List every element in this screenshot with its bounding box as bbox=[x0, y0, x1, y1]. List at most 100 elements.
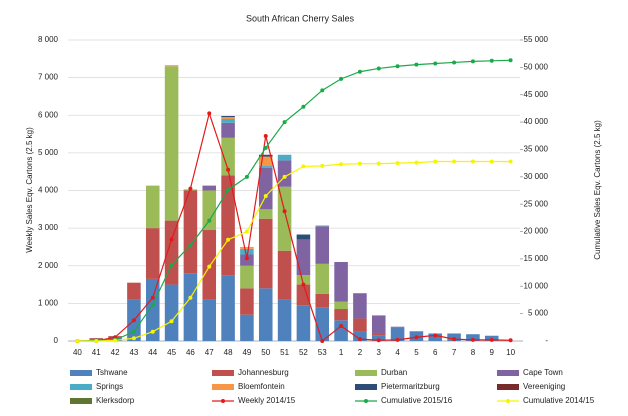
bar-segment bbox=[202, 191, 216, 231]
line-point bbox=[94, 339, 98, 343]
bar-segment bbox=[315, 294, 329, 307]
line-point bbox=[132, 336, 136, 340]
bar-segment bbox=[240, 315, 254, 341]
bar-segment bbox=[165, 285, 179, 341]
legend-label: Bloemfontein bbox=[238, 382, 285, 391]
bar-segment bbox=[240, 266, 254, 289]
line-point bbox=[245, 230, 249, 234]
y2-axis-title: Cumulative Sales Eqv. Cartons (2.5 kg) bbox=[593, 120, 602, 260]
line-point bbox=[283, 175, 287, 179]
bar-segment bbox=[372, 315, 386, 333]
bar-segment bbox=[165, 65, 179, 66]
line-point bbox=[301, 105, 305, 109]
bar-segment bbox=[315, 225, 329, 226]
legend-swatch bbox=[70, 384, 92, 390]
bar-segment bbox=[315, 264, 329, 294]
line-point bbox=[283, 120, 287, 124]
line-point bbox=[358, 70, 362, 74]
bar-segment bbox=[221, 116, 235, 117]
line-point bbox=[471, 59, 475, 63]
bar-segment bbox=[353, 318, 367, 331]
line-point bbox=[188, 243, 192, 247]
bar-segment bbox=[297, 305, 311, 341]
line-point bbox=[452, 159, 456, 163]
bar-segment bbox=[240, 247, 254, 249]
y-tick-label: 5 000 bbox=[38, 148, 59, 157]
line-point bbox=[207, 111, 211, 115]
bar-segment bbox=[259, 168, 273, 209]
x-tick-label: 44 bbox=[148, 348, 157, 357]
y-tick-label: 2 000 bbox=[38, 261, 59, 270]
y2-tick-label: 50 000 bbox=[524, 62, 549, 71]
legend-swatch bbox=[355, 384, 377, 390]
line-point bbox=[396, 161, 400, 165]
line-point bbox=[490, 159, 494, 163]
bar-segment bbox=[278, 155, 292, 161]
chart-title: South African Cherry Sales bbox=[246, 13, 355, 23]
bar-segment bbox=[221, 275, 235, 341]
bar-segment bbox=[334, 320, 348, 341]
line-point bbox=[433, 62, 437, 66]
y2-tick-label: 5 000 bbox=[528, 309, 549, 318]
bar-segment bbox=[259, 288, 273, 341]
y-tick-label: 7 000 bbox=[38, 73, 59, 82]
legend-swatch bbox=[212, 370, 234, 376]
x-tick-label: 52 bbox=[299, 348, 308, 357]
bar-segment bbox=[146, 186, 160, 229]
line-point bbox=[490, 338, 494, 342]
line-point bbox=[320, 339, 324, 343]
x-tick-label: 43 bbox=[129, 348, 138, 357]
x-tick-label: 4 bbox=[395, 348, 400, 357]
line-point bbox=[188, 296, 192, 300]
y-tick-label: 1 000 bbox=[38, 298, 59, 307]
bar-segment bbox=[278, 251, 292, 300]
y2-tick-label: 55 000 bbox=[524, 35, 549, 44]
y-tick-label: 4 000 bbox=[38, 186, 59, 195]
legend-swatch bbox=[355, 370, 377, 376]
x-tick-label: 7 bbox=[452, 348, 457, 357]
x-tick-label: 1 bbox=[339, 348, 344, 357]
bar-segment bbox=[297, 235, 311, 240]
y2-tick-label: 45 000 bbox=[524, 90, 549, 99]
y2-tick-label: - bbox=[545, 336, 548, 345]
line-point bbox=[188, 187, 192, 191]
legend-swatch bbox=[70, 398, 92, 404]
line-point bbox=[452, 337, 456, 341]
bar-segment bbox=[334, 301, 348, 309]
x-tick-label: 6 bbox=[433, 348, 438, 357]
bar-segment bbox=[146, 228, 160, 279]
line-point bbox=[396, 338, 400, 342]
x-tick-label: 46 bbox=[186, 348, 195, 357]
bar-segment bbox=[334, 262, 348, 302]
y-tick-label: 0 bbox=[54, 336, 59, 345]
line-point bbox=[377, 162, 381, 166]
legend-label: Tshwane bbox=[96, 368, 128, 377]
x-tick-label: 9 bbox=[490, 348, 495, 357]
y-tick-label: 3 000 bbox=[38, 223, 59, 232]
bar-segment bbox=[165, 66, 179, 220]
bar-segment bbox=[259, 219, 273, 289]
x-tick-label: 5 bbox=[414, 348, 419, 357]
legend-label: Cumulative 2014/15 bbox=[523, 396, 595, 405]
line-point bbox=[396, 64, 400, 68]
x-tick-label: 53 bbox=[318, 348, 327, 357]
y-axis-title: Weekly Sales Eqv. Cartons (2.5 kg) bbox=[25, 127, 34, 253]
line-point bbox=[377, 66, 381, 70]
legend-label: Pietermaritzburg bbox=[381, 382, 440, 391]
line-point bbox=[301, 283, 305, 287]
line-point bbox=[207, 219, 211, 223]
line-point bbox=[377, 338, 381, 342]
line-point bbox=[339, 162, 343, 166]
bar-segment bbox=[334, 309, 348, 320]
line-point bbox=[245, 256, 249, 260]
line-point bbox=[170, 319, 174, 323]
bar-segment bbox=[278, 300, 292, 341]
line-point bbox=[151, 303, 155, 307]
line-point bbox=[358, 162, 362, 166]
y2-tick-label: 30 000 bbox=[524, 172, 549, 181]
y2-tick-label: 10 000 bbox=[524, 281, 549, 290]
y2-tick-label: 35 000 bbox=[524, 145, 549, 154]
line-point bbox=[301, 164, 305, 168]
line-point bbox=[414, 161, 418, 165]
